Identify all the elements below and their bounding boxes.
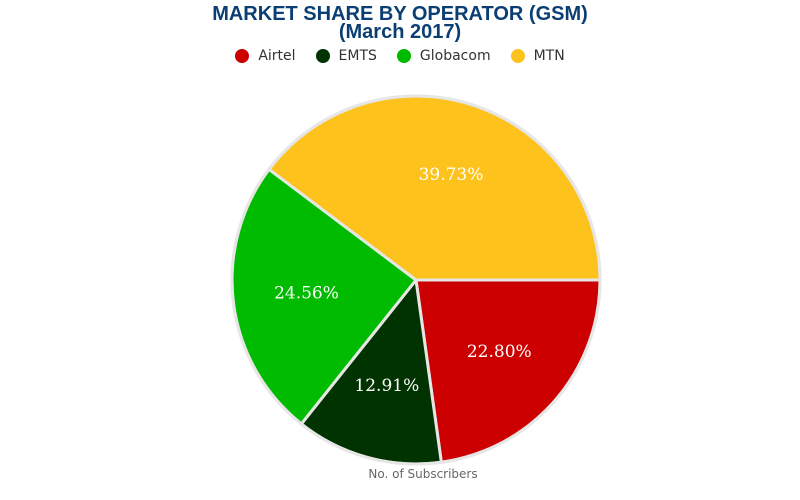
slice-label-globacom: 24.56% xyxy=(274,283,339,303)
legend-item-mtn[interactable]: MTN xyxy=(510,48,565,64)
pie-outline xyxy=(230,94,602,466)
chart-subtitle: (March 2017) xyxy=(338,21,462,43)
slice-label-emts: 12.91% xyxy=(354,376,419,396)
legend-label-emts: EMTS xyxy=(338,48,377,64)
legend-swatch-globacom xyxy=(396,49,411,63)
legend-swatch-emts xyxy=(315,49,330,63)
legend: Airtel EMTS Globacom MTN xyxy=(0,48,800,64)
legend-label-mtn: MTN xyxy=(533,48,565,64)
legend-label-airtel: Airtel xyxy=(258,48,296,64)
slice-label-mtn: 39.73% xyxy=(419,165,484,185)
slice-label-airtel: 22.80% xyxy=(467,342,532,362)
legend-label-globacom: Globacom xyxy=(419,48,491,64)
legend-swatch-mtn xyxy=(510,49,525,63)
chart-title: MARKET SHARE BY OPERATOR (GSM) xyxy=(212,3,588,25)
legend-item-airtel[interactable]: Airtel xyxy=(235,48,296,64)
pie-series-label: No. of Subscribers xyxy=(368,467,478,481)
pie-slice-airtel[interactable] xyxy=(414,278,602,464)
legend-item-globacom[interactable]: Globacom xyxy=(396,48,491,64)
legend-swatch-airtel xyxy=(235,49,250,63)
legend-item-emts[interactable]: EMTS xyxy=(315,48,377,64)
